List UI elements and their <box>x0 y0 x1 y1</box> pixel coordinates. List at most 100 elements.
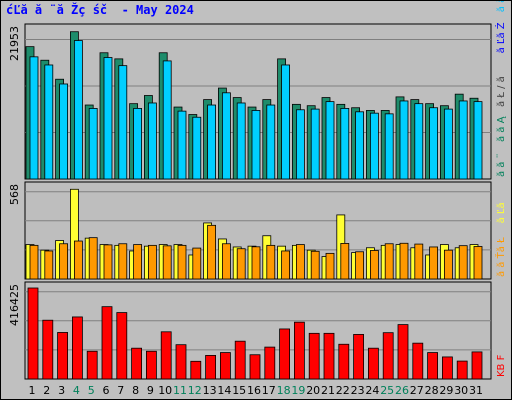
kbytes-bar <box>382 332 394 380</box>
kbytes-bar <box>367 347 379 380</box>
visits-bar <box>147 244 157 280</box>
x-tick-label: 8 <box>132 384 139 397</box>
kbytes-bar <box>264 346 276 380</box>
x-tick-label: 5 <box>88 384 95 397</box>
kbytes-bar <box>116 312 128 380</box>
visits-bar <box>325 252 335 280</box>
kbytes-bar <box>205 354 217 380</box>
files-bar <box>162 60 172 180</box>
kbytes-bar <box>219 352 231 380</box>
files-bar <box>281 64 291 180</box>
x-tick-label: 2 <box>43 384 50 397</box>
kbytes-bar <box>441 356 453 380</box>
files-bar <box>251 110 261 180</box>
x-tick-label: 17 <box>262 384 276 397</box>
x-tick-label: 26 <box>395 384 409 397</box>
kbytes-bar <box>131 347 143 380</box>
legend-label: ă ă ¨ <box>496 153 507 177</box>
legend-label: ă ă Ťă Ł <box>494 237 507 277</box>
files-bar <box>325 101 335 180</box>
x-tick-label: 14 <box>217 384 231 397</box>
kbytes-bar <box>323 332 335 380</box>
x-tick-label: 30 <box>454 384 468 397</box>
x-tick-label: 16 <box>247 384 261 397</box>
kbytes-bar <box>471 351 483 380</box>
files-bar <box>177 110 187 180</box>
files-bar <box>384 113 394 180</box>
x-tick-label: 4 <box>73 384 80 397</box>
visits-bar <box>59 243 68 280</box>
visits-bar <box>399 242 409 280</box>
legend-label: ă Ł / ă <box>496 76 507 107</box>
chart-panel-3: 416425 KB F <box>8 281 507 380</box>
files-bar <box>340 108 350 180</box>
kbytes-bar <box>57 332 68 380</box>
visits-bar <box>340 243 350 280</box>
kbytes-bar <box>101 306 113 380</box>
visits-bar <box>251 246 261 280</box>
visits-bar <box>310 250 320 280</box>
visits-bar <box>118 243 128 280</box>
files-bar <box>207 104 217 180</box>
files-bar <box>133 108 143 180</box>
visits-bar <box>473 246 483 280</box>
x-tick-label: 25 <box>380 384 394 397</box>
files-bar <box>310 108 320 180</box>
files-bar <box>88 108 98 180</box>
visits-bar <box>103 244 113 280</box>
files-bar <box>399 100 409 180</box>
kbytes-bar <box>27 287 39 380</box>
visits-bar <box>177 244 187 280</box>
visits-bar <box>29 244 39 280</box>
x-tick-label: 3 <box>58 384 65 397</box>
files-bar <box>147 102 157 180</box>
visits-bar <box>74 240 83 280</box>
kbytes-bar <box>249 354 261 380</box>
visits-bar <box>429 246 439 280</box>
kbytes-bar <box>279 328 291 380</box>
legend-label: ă ă Ą <box>496 115 507 142</box>
x-tick-label: 15 <box>232 384 246 397</box>
files-bar <box>74 40 83 180</box>
kbytes-bar <box>234 340 246 380</box>
x-tick-label: 9 <box>147 384 154 397</box>
legend-label: ă ă Ą <box>496 1 507 12</box>
chart-panel-2: 568 ă ă Ťă Ł ă Ľă <box>8 181 507 280</box>
visits-bar <box>355 251 365 280</box>
chart-title: ćĽă ă ¨ă Žç śč - May 2024 <box>6 3 194 17</box>
kbytes-bar <box>412 342 424 380</box>
kbytes-bar <box>293 321 305 380</box>
visits-bar <box>133 244 143 280</box>
kbytes-bar <box>338 343 350 380</box>
files-bar <box>192 116 202 180</box>
x-tick-label: 1 <box>29 384 36 397</box>
x-tick-label: 12 <box>188 384 202 397</box>
y-max-label: 568 <box>8 184 21 205</box>
chart-panel-1: 21953 ă ă ¨ ă ă Ą ă Ł / ă ă Ľă Ż ă ă Ą <box>8 1 507 180</box>
files-bar <box>458 100 468 180</box>
x-tick-label: 11 <box>173 384 187 397</box>
visits-bar <box>295 244 305 280</box>
x-tick-label: 21 <box>321 384 335 397</box>
kbytes-bar <box>190 360 202 380</box>
kbytes-bar <box>160 331 172 380</box>
visits-bar <box>162 245 172 280</box>
visits-bar <box>192 247 202 280</box>
x-tick-label: 13 <box>203 384 217 397</box>
visits-bar <box>266 244 276 280</box>
kbytes-bar <box>145 350 157 380</box>
files-bar <box>44 64 54 180</box>
x-tick-label: 27 <box>410 384 424 397</box>
legend-label: ă Ľă Ż <box>494 22 507 53</box>
files-bar <box>59 83 68 180</box>
x-tick-label: 7 <box>117 384 124 397</box>
x-tick-label: 18 <box>277 384 291 397</box>
files-bar <box>118 65 128 180</box>
visits-bar <box>207 224 217 280</box>
x-tick-label: 6 <box>103 384 110 397</box>
files-bar <box>29 56 39 180</box>
visits-bar <box>236 248 246 280</box>
kbytes-bar <box>353 334 365 380</box>
